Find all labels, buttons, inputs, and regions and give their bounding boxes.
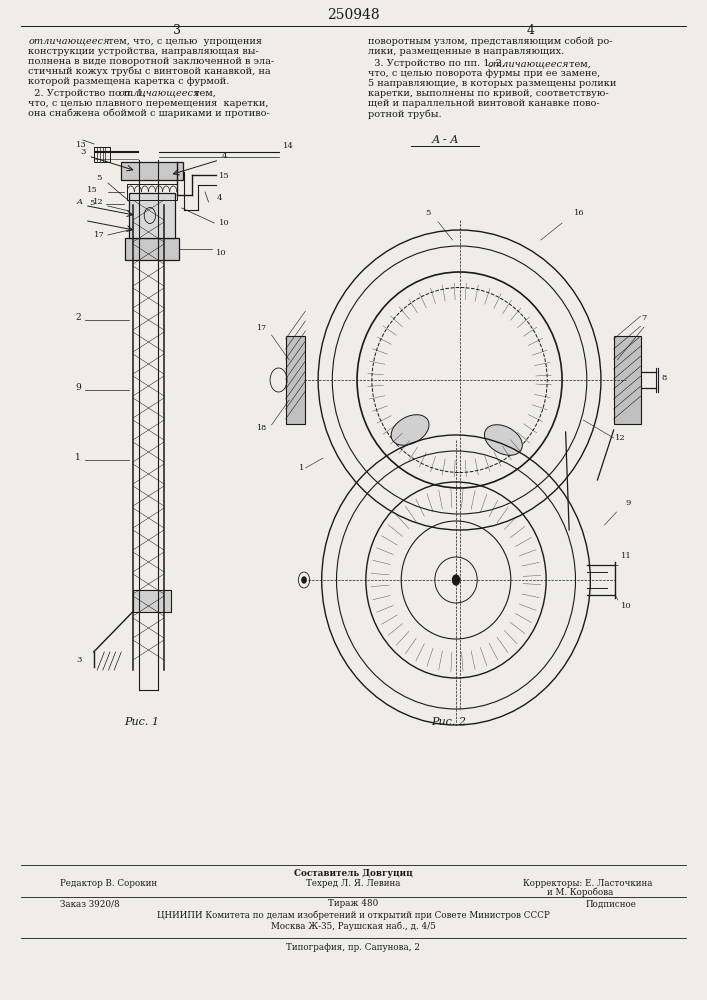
- Ellipse shape: [484, 425, 522, 455]
- Text: 5: 5: [97, 174, 102, 182]
- Text: 15: 15: [86, 186, 98, 194]
- Bar: [126, 238, 178, 260]
- Bar: [614, 336, 641, 424]
- Text: 5: 5: [425, 209, 431, 217]
- Text: 11: 11: [621, 552, 631, 560]
- Text: Рис. 2: Рис. 2: [431, 717, 467, 727]
- Circle shape: [302, 577, 306, 583]
- Text: щей и параллельной винтовой канавке пово-: щей и параллельной винтовой канавке пово…: [368, 100, 600, 108]
- Text: 9: 9: [75, 383, 81, 392]
- Text: Подписное: Подписное: [585, 900, 636, 908]
- Text: тем,: тем,: [566, 60, 590, 68]
- Text: A: A: [76, 198, 82, 206]
- Text: 3: 3: [173, 24, 181, 37]
- Bar: [286, 336, 305, 424]
- Text: 13: 13: [76, 141, 87, 149]
- Text: А - А: А - А: [432, 135, 459, 145]
- Text: каретки, выполнены по кривой, соответствую-: каретки, выполнены по кривой, соответств…: [368, 90, 608, 99]
- Text: тем,: тем,: [191, 89, 216, 98]
- Text: конструкции устройства, направляющая вы-: конструкции устройства, направляющая вы-: [28, 46, 259, 55]
- Text: 7: 7: [641, 314, 647, 322]
- Text: 9: 9: [626, 499, 631, 507]
- Text: что, с целью плавного перемещения  каретки,: что, с целью плавного перемещения каретк…: [28, 99, 269, 107]
- Text: Корректоры: Е. Ласточкина: Корректоры: Е. Ласточкина: [523, 879, 653, 888]
- Text: отличающееся: отличающееся: [28, 36, 110, 45]
- Text: 18: 18: [256, 424, 266, 432]
- Text: 3: 3: [77, 656, 82, 664]
- Text: отличающееся: отличающееся: [488, 60, 569, 68]
- Text: 4: 4: [221, 152, 227, 160]
- Text: 15: 15: [219, 172, 230, 180]
- Text: 10: 10: [216, 249, 226, 257]
- Text: Заказ 3920/8: Заказ 3920/8: [60, 900, 119, 908]
- Text: 17: 17: [94, 231, 105, 239]
- Text: Составитель Довгуциц: Составитель Довгуциц: [294, 868, 413, 878]
- Bar: [121, 162, 183, 180]
- Text: Редактор В. Сорокин: Редактор В. Сорокин: [60, 879, 157, 888]
- Text: лики, размещенные в направляющих.: лики, размещенные в направляющих.: [368, 46, 564, 55]
- Bar: [127, 184, 177, 200]
- Text: Техред Л. Я. Левина: Техред Л. Я. Левина: [306, 879, 401, 888]
- Text: 1: 1: [75, 453, 81, 462]
- Text: 3: 3: [80, 148, 86, 156]
- Text: 1: 1: [299, 464, 305, 472]
- Text: Тираж 480: Тираж 480: [328, 900, 379, 908]
- Bar: [133, 590, 171, 612]
- Text: 2. Устройство по п. 1,: 2. Устройство по п. 1,: [28, 89, 149, 98]
- Text: 16: 16: [574, 209, 585, 217]
- Text: Москва Ж-35, Раушская наб., д. 4/5: Москва Ж-35, Раушская наб., д. 4/5: [271, 921, 436, 931]
- Circle shape: [452, 575, 460, 585]
- Text: 4: 4: [526, 24, 534, 37]
- Text: 4: 4: [216, 194, 222, 202]
- Text: 10: 10: [621, 602, 631, 610]
- Text: которой размещена каретка с фурмой.: которой размещена каретка с фурмой.: [28, 77, 230, 86]
- Text: отличающееся: отличающееся: [119, 89, 200, 98]
- Text: 2: 2: [75, 313, 81, 322]
- Text: полнена в виде поворотной заключенной в эла-: полнена в виде поворотной заключенной в …: [28, 56, 274, 66]
- Text: 17: 17: [256, 324, 266, 332]
- Text: 12: 12: [93, 198, 103, 206]
- Text: и М. Коробова: и М. Коробова: [547, 887, 613, 897]
- Bar: [94, 147, 110, 162]
- Text: она снабжена обоймой с шариками и противо-: она снабжена обоймой с шариками и против…: [28, 108, 270, 118]
- Text: 5: 5: [89, 199, 95, 207]
- Text: поворотным узлом, представляющим собой ро-: поворотным узлом, представляющим собой р…: [368, 36, 612, 46]
- Text: тем, что, с целью  упрощения: тем, что, с целью упрощения: [105, 36, 262, 45]
- Text: 10: 10: [219, 219, 230, 227]
- Text: что, с целью поворота фурмы при ее замене,: что, с целью поворота фурмы при ее замен…: [368, 70, 600, 79]
- Text: 14: 14: [283, 142, 294, 150]
- Text: 250948: 250948: [327, 8, 380, 22]
- Text: ЦНИИПИ Комитета по делам изобретений и открытий при Совете Министров СССР: ЦНИИПИ Комитета по делам изобретений и о…: [157, 910, 550, 920]
- Ellipse shape: [391, 415, 429, 445]
- Text: 3. Устройство по пп. 1, 2,: 3. Устройство по пп. 1, 2,: [368, 60, 508, 68]
- Text: 8: 8: [662, 374, 667, 382]
- Text: 12: 12: [615, 434, 626, 442]
- Text: 5 направляющие, в которых размещены ролики: 5 направляющие, в которых размещены роли…: [368, 80, 616, 89]
- Text: ротной трубы.: ротной трубы.: [368, 109, 441, 119]
- Text: Рис. 1: Рис. 1: [124, 717, 159, 727]
- Text: стичный кожух трубы с винтовой канавкой, на: стичный кожух трубы с винтовой канавкой,…: [28, 66, 271, 76]
- Bar: [129, 193, 175, 238]
- Text: Типография, пр. Сапунова, 2: Типография, пр. Сапунова, 2: [286, 942, 421, 952]
